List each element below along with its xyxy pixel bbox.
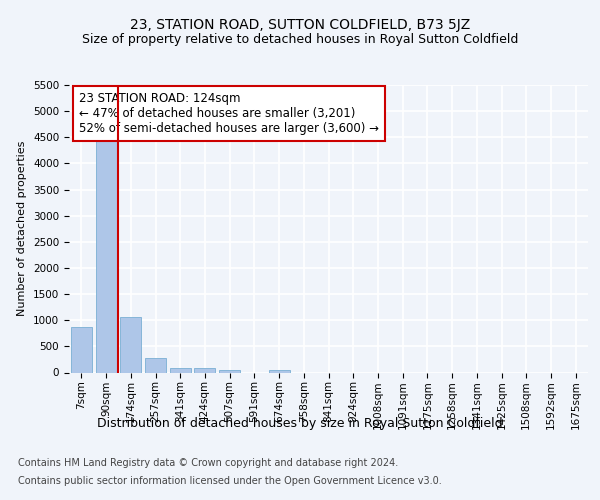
Text: 23 STATION ROAD: 124sqm
← 47% of detached houses are smaller (3,201)
52% of semi: 23 STATION ROAD: 124sqm ← 47% of detache… <box>79 92 379 135</box>
Y-axis label: Number of detached properties: Number of detached properties <box>17 141 28 316</box>
Bar <box>145 358 166 372</box>
Bar <box>219 370 240 372</box>
Text: Distribution of detached houses by size in Royal Sutton Coldfield: Distribution of detached houses by size … <box>97 418 503 430</box>
Bar <box>269 370 290 372</box>
Bar <box>71 326 92 372</box>
Bar <box>194 368 215 372</box>
Text: 23, STATION ROAD, SUTTON COLDFIELD, B73 5JZ: 23, STATION ROAD, SUTTON COLDFIELD, B73 … <box>130 18 470 32</box>
Bar <box>170 368 191 372</box>
Bar <box>95 134 116 372</box>
Bar <box>120 317 141 372</box>
Text: Size of property relative to detached houses in Royal Sutton Coldfield: Size of property relative to detached ho… <box>82 32 518 46</box>
Text: Contains public sector information licensed under the Open Government Licence v3: Contains public sector information licen… <box>18 476 442 486</box>
Text: Contains HM Land Registry data © Crown copyright and database right 2024.: Contains HM Land Registry data © Crown c… <box>18 458 398 468</box>
